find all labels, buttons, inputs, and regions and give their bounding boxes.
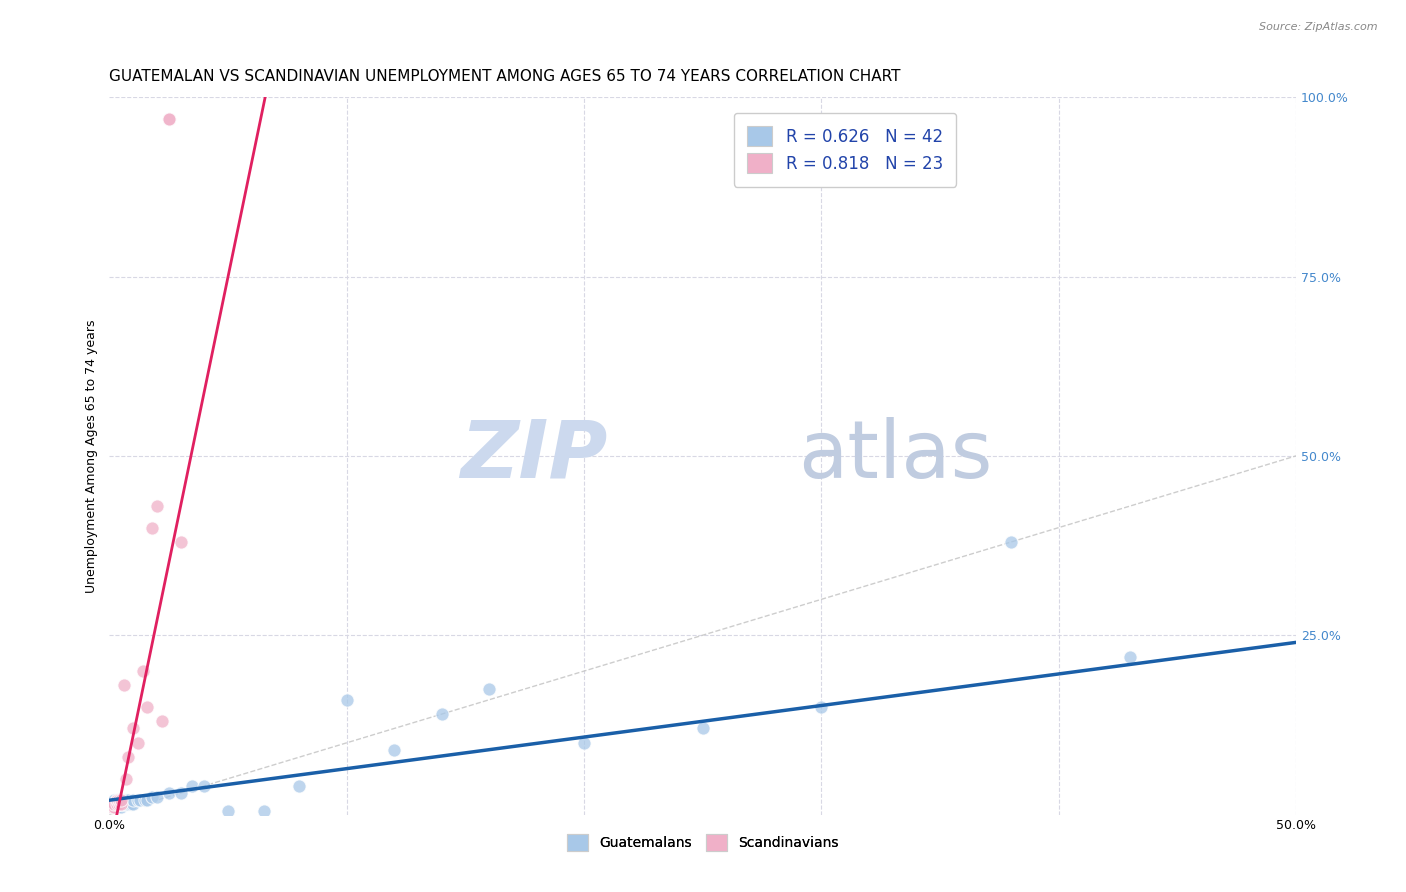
Text: atlas: atlas bbox=[797, 417, 993, 495]
Point bbox=[122, 722, 145, 736]
Point bbox=[103, 793, 125, 807]
Point bbox=[181, 779, 204, 793]
Y-axis label: Unemployment Among Ages 65 to 74 years: Unemployment Among Ages 65 to 74 years bbox=[86, 319, 98, 592]
Point bbox=[112, 793, 135, 807]
Point bbox=[572, 736, 595, 750]
Point bbox=[478, 681, 501, 696]
Point bbox=[157, 112, 180, 126]
Point bbox=[136, 793, 159, 807]
Point bbox=[810, 700, 832, 714]
Point bbox=[110, 800, 132, 814]
Point bbox=[169, 535, 191, 549]
Text: GUATEMALAN VS SCANDINAVIAN UNEMPLOYMENT AMONG AGES 65 TO 74 YEARS CORRELATION CH: GUATEMALAN VS SCANDINAVIAN UNEMPLOYMENT … bbox=[110, 69, 901, 84]
Point bbox=[169, 786, 191, 800]
Point bbox=[101, 800, 124, 814]
Point bbox=[108, 793, 131, 807]
Point bbox=[110, 797, 132, 811]
Point bbox=[136, 700, 159, 714]
Point bbox=[122, 793, 145, 807]
Point bbox=[193, 779, 215, 793]
Point bbox=[101, 797, 124, 811]
Text: Source: ZipAtlas.com: Source: ZipAtlas.com bbox=[1260, 22, 1378, 32]
Point bbox=[336, 692, 359, 706]
Point bbox=[103, 797, 125, 811]
Point bbox=[105, 797, 128, 811]
Point bbox=[217, 804, 239, 818]
Point bbox=[1119, 649, 1142, 664]
Point bbox=[1000, 535, 1022, 549]
Point bbox=[115, 772, 138, 786]
Point bbox=[157, 112, 180, 126]
Point bbox=[105, 800, 128, 814]
Point bbox=[141, 520, 163, 534]
Point bbox=[253, 804, 276, 818]
Point bbox=[127, 736, 149, 750]
Point bbox=[112, 678, 135, 692]
Point bbox=[692, 722, 714, 736]
Point bbox=[115, 797, 138, 811]
Point bbox=[117, 797, 139, 811]
Point bbox=[103, 797, 125, 811]
Point bbox=[120, 797, 142, 811]
Point bbox=[105, 793, 128, 807]
Point bbox=[110, 793, 132, 807]
Point bbox=[134, 793, 156, 807]
Point bbox=[117, 793, 139, 807]
Point bbox=[150, 714, 173, 729]
Point bbox=[146, 789, 169, 804]
Legend: Guatemalans, Scandinavians: Guatemalans, Scandinavians bbox=[561, 827, 845, 858]
Point bbox=[117, 750, 139, 764]
Point bbox=[122, 797, 145, 811]
Point bbox=[110, 793, 132, 807]
Point bbox=[131, 664, 153, 678]
Point bbox=[141, 789, 163, 804]
Point bbox=[110, 797, 132, 811]
Text: ZIP: ZIP bbox=[460, 417, 607, 495]
Point bbox=[382, 743, 405, 757]
Point bbox=[115, 793, 138, 807]
Point bbox=[127, 793, 149, 807]
Point bbox=[146, 499, 169, 513]
Point bbox=[430, 707, 453, 722]
Point bbox=[103, 800, 125, 814]
Point bbox=[157, 786, 180, 800]
Point bbox=[105, 793, 128, 807]
Point bbox=[108, 797, 131, 811]
Point bbox=[108, 793, 131, 807]
Point bbox=[288, 779, 311, 793]
Point bbox=[101, 797, 124, 811]
Point bbox=[108, 797, 131, 811]
Point bbox=[129, 793, 152, 807]
Point bbox=[105, 797, 128, 811]
Point bbox=[112, 797, 135, 811]
